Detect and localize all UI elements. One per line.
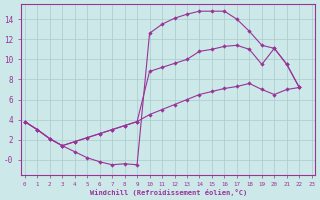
X-axis label: Windchill (Refroidissement éolien,°C): Windchill (Refroidissement éolien,°C) [90,189,247,196]
